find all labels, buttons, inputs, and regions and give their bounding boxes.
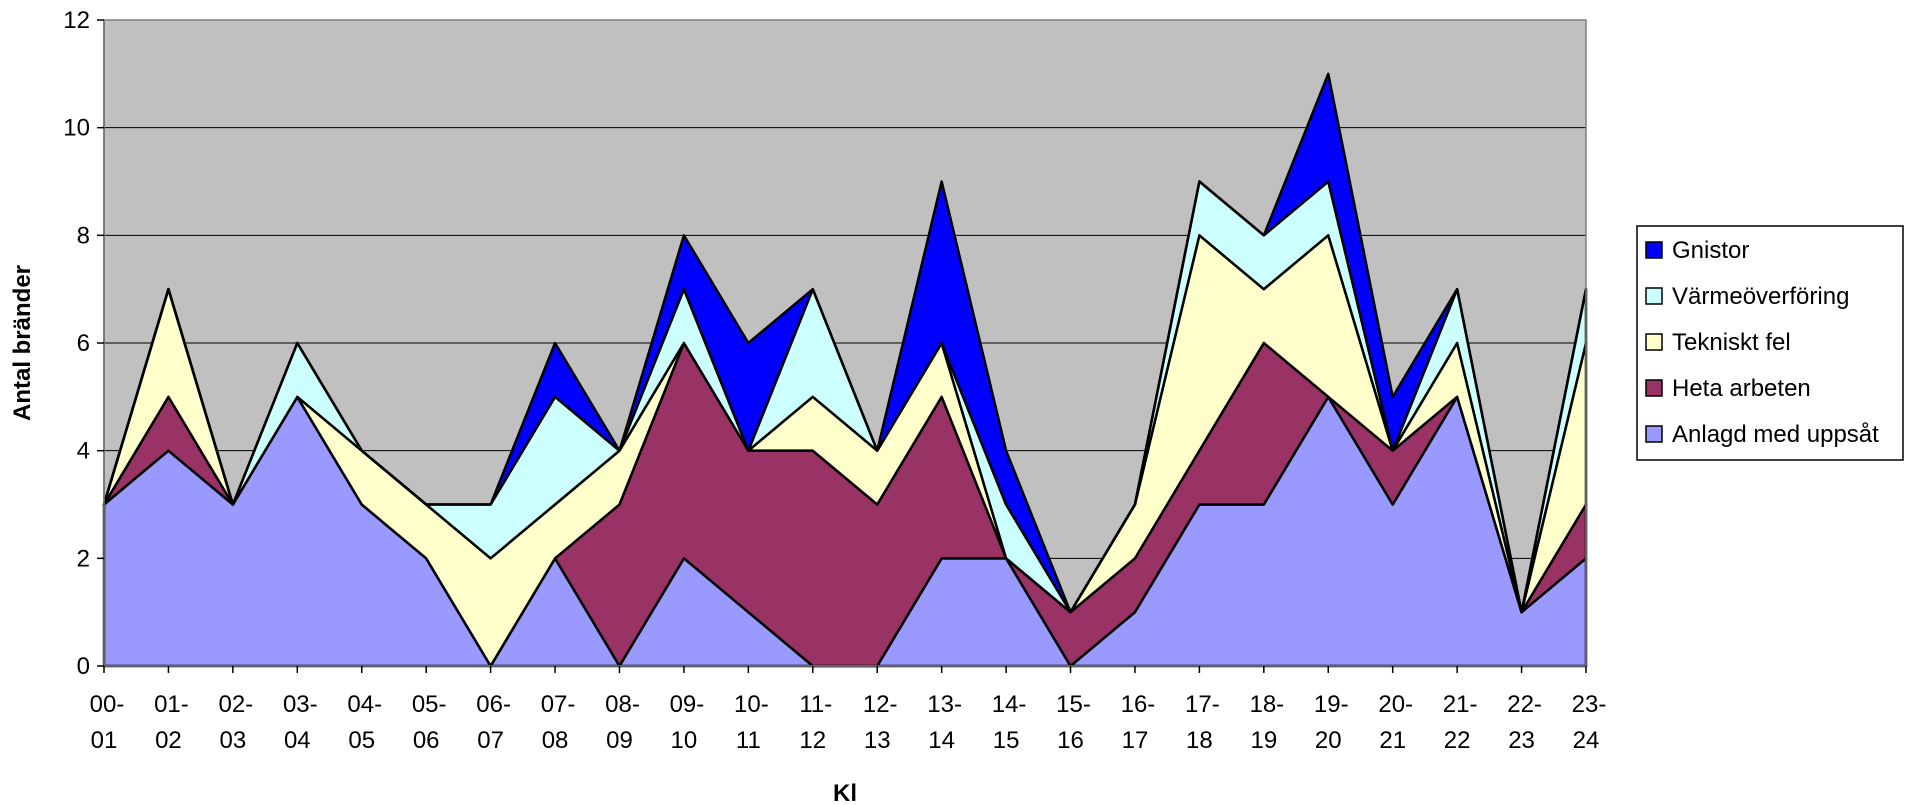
y-tick-label: 0 <box>77 653 90 680</box>
y-tick-label: 4 <box>77 438 90 465</box>
legend-label: Tekniskt fel <box>1672 329 1791 356</box>
x-tick-label-line1: 21- <box>1443 691 1478 718</box>
x-tick-label-line2: 11 <box>736 727 761 754</box>
x-axis-title: Kl <box>833 780 857 805</box>
x-tick-label-line2: 03 <box>220 727 247 754</box>
x-tick-label-line1: 01- <box>154 691 189 718</box>
x-tick-label-line1: 16- <box>1121 691 1156 718</box>
x-tick-label-line1: 14- <box>992 691 1027 718</box>
x-tick-label-line2: 24 <box>1573 727 1600 754</box>
x-tick-label-line1: 05- <box>412 691 447 718</box>
legend-label: Heta arbeten <box>1672 375 1811 402</box>
legend-box <box>1636 225 1904 461</box>
legend-swatch <box>1645 287 1663 305</box>
x-tick-label-line2: 05 <box>348 727 375 754</box>
x-tick-label-line2: 21 <box>1379 727 1406 754</box>
x-tick-label-line2: 09 <box>606 727 633 754</box>
y-tick-labels: 0 2 4 6 8 10 12 <box>63 7 104 680</box>
x-tick-label-line1: 18- <box>1249 691 1284 718</box>
x-tick-label-line1: 00- <box>90 691 125 718</box>
x-tick-label-line2: 20 <box>1315 727 1342 754</box>
x-tick-label-line1: 03- <box>283 691 318 718</box>
x-tick-label-line2: 07 <box>477 727 504 754</box>
y-tick-label: 6 <box>77 330 90 357</box>
x-tick-label-line2: 10 <box>671 727 698 754</box>
x-tick-label-line1: 17- <box>1185 691 1220 718</box>
x-tick-label-line1: 22- <box>1507 691 1542 718</box>
x-tick-label-line1: 07- <box>541 691 576 718</box>
x-tick-label-line2: 17 <box>1122 727 1149 754</box>
legend-swatch <box>1645 241 1663 259</box>
x-tick-label-line1: 04- <box>347 691 382 718</box>
x-tick-label-line1: 19- <box>1314 691 1349 718</box>
x-tick-label-line2: 22 <box>1444 727 1471 754</box>
x-tick-label-line1: 09- <box>670 691 705 718</box>
x-tick-label-line1: 10- <box>734 691 769 718</box>
legend-label: Gnistor <box>1672 237 1749 264</box>
y-tick-label: 8 <box>77 222 90 249</box>
x-tick-label-line2: 01 <box>91 727 118 754</box>
x-tick-label-line1: 15- <box>1056 691 1091 718</box>
x-tick-label-line1: 20- <box>1378 691 1413 718</box>
legend-swatch <box>1645 379 1663 397</box>
x-tick-label-line2: 06 <box>413 727 440 754</box>
legend-label: Värmeöverföring <box>1672 283 1849 310</box>
x-tick-label-line1: 23- <box>1572 691 1607 718</box>
x-tick-labels: 00- 01 01- 02 02- 03 03- 04 04- 05 05- 06 06- 07 07- 08… <box>90 666 1607 754</box>
x-tick-label-line1: 11- <box>799 691 832 718</box>
x-tick-label-line2: 02 <box>155 727 182 754</box>
x-tick-label-line2: 14 <box>928 727 955 754</box>
legend-swatch <box>1645 333 1663 351</box>
x-tick-label-line1: 13- <box>927 691 962 718</box>
x-tick-label-line2: 12 <box>799 727 826 754</box>
x-tick-label-line2: 19 <box>1250 727 1277 754</box>
legend-swatch <box>1645 425 1663 443</box>
x-tick-label-line2: 16 <box>1057 727 1084 754</box>
legend: Gnistor Värmeöverföring Tekniskt fel Heta a… <box>1636 225 1904 461</box>
x-tick-label-line2: 15 <box>993 727 1020 754</box>
x-tick-label-line2: 08 <box>542 727 569 754</box>
y-axis-title: Antal bränder <box>9 265 36 421</box>
x-tick-label-line2: 04 <box>284 727 311 754</box>
x-tick-label-line1: 12- <box>863 691 898 718</box>
x-tick-label-line1: 06- <box>476 691 511 718</box>
x-tick-label-line2: 13 <box>864 727 891 754</box>
x-tick-label-line1: 08- <box>605 691 640 718</box>
y-tick-label: 10 <box>63 115 90 142</box>
x-tick-label-line2: 23 <box>1508 727 1535 754</box>
x-tick-label-line2: 18 <box>1186 727 1213 754</box>
y-tick-label: 2 <box>77 545 90 572</box>
y-tick-label: 12 <box>63 7 90 34</box>
x-tick-label-line1: 02- <box>219 691 254 718</box>
legend-label: Anlagd med uppsåt <box>1672 421 1879 448</box>
